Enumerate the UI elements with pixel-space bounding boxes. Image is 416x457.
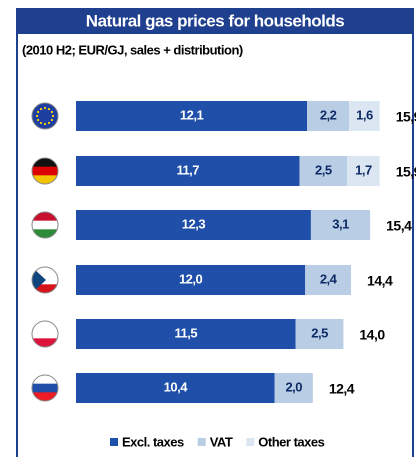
flag-stripe (32, 212, 58, 222)
chart-subtitle: (2010 H2; EUR/GJ, sales + distribution) (22, 42, 243, 57)
flag (32, 267, 58, 293)
legend-label: VAT (210, 434, 233, 449)
value-label: 10,4 (164, 379, 189, 394)
bar-segment (76, 101, 308, 131)
bar-segment (347, 156, 380, 186)
flag-stripe (32, 375, 58, 385)
bar-segment (305, 265, 352, 295)
flag-star (47, 121, 51, 125)
flag-star (43, 122, 47, 126)
value-label: 12,3 (182, 216, 206, 231)
flag-stripe (32, 329, 58, 339)
flag-star (36, 118, 40, 122)
flag-stripe (32, 111, 58, 121)
flag-star (50, 110, 54, 114)
total-label: 15,9 (396, 109, 416, 125)
flag-rim (31, 211, 59, 239)
flag-stripe (32, 229, 58, 238)
bar-segment (299, 156, 348, 186)
value-label: 2,2 (320, 107, 337, 122)
flag-stripe (32, 392, 58, 401)
value-label: 11,7 (176, 162, 199, 177)
value-label: 2,5 (311, 325, 328, 340)
flag-star (35, 114, 39, 118)
flag-star (39, 107, 43, 111)
chart-title: Natural gas prices for households (86, 11, 344, 30)
flag-star (39, 121, 43, 125)
total-label: 12,4 (329, 381, 355, 397)
flag-star (36, 110, 40, 114)
value-label: 2,4 (320, 271, 338, 286)
bar-segment (310, 210, 371, 240)
value-label: 2,5 (315, 162, 332, 177)
legend-swatch (110, 438, 118, 446)
flag (32, 158, 58, 184)
bar-segment (349, 101, 380, 131)
flag-rim (31, 374, 59, 402)
value-label: 12,1 (180, 107, 204, 122)
value-label: 1,6 (356, 107, 373, 122)
flag-rim (31, 320, 59, 348)
value-label: 12,0 (179, 271, 203, 286)
flag-star (51, 114, 55, 118)
flag-stripe (32, 267, 46, 293)
legend-label: Excl. taxes (122, 434, 184, 449)
flag-star (47, 107, 51, 111)
flag-stripe (32, 321, 58, 331)
bar-segment (76, 210, 311, 240)
title-banner (17, 8, 413, 34)
bar-segment (307, 101, 350, 131)
bar-segment (274, 373, 313, 403)
flag (32, 103, 58, 129)
flag (32, 212, 58, 238)
flag-stripe (32, 175, 58, 184)
bar-segment (76, 156, 300, 186)
flag-star (43, 106, 47, 110)
flag-rim (31, 266, 59, 294)
total-label: 14,4 (367, 273, 393, 289)
bar-segment (76, 319, 296, 349)
value-label: 1,7 (355, 162, 372, 177)
flag (32, 375, 58, 401)
bar-segment (76, 265, 306, 295)
flag-stripe (32, 383, 58, 393)
value-label: 3,1 (332, 216, 349, 231)
flag-stripe (32, 267, 58, 277)
flag-rim (31, 102, 59, 130)
total-label: 14,0 (359, 327, 385, 343)
flag-stripe (32, 166, 58, 176)
total-label: 15,9 (396, 164, 416, 180)
flag-star (50, 118, 54, 122)
flag-stripe (32, 284, 58, 293)
flag-rim (31, 157, 59, 185)
flag (32, 321, 58, 347)
bar-segment (295, 319, 344, 349)
bar-segment (76, 373, 275, 403)
legend-label: Other taxes (258, 434, 324, 449)
value-label: 11,5 (175, 325, 198, 340)
flag-stripe (32, 220, 58, 230)
legend-swatch (197, 438, 206, 446)
total-label: 15,4 (386, 218, 412, 234)
value-label: 2,0 (285, 379, 302, 394)
flag-stripe (32, 158, 58, 168)
flag-stripe (32, 338, 58, 347)
legend-swatch (246, 438, 255, 446)
